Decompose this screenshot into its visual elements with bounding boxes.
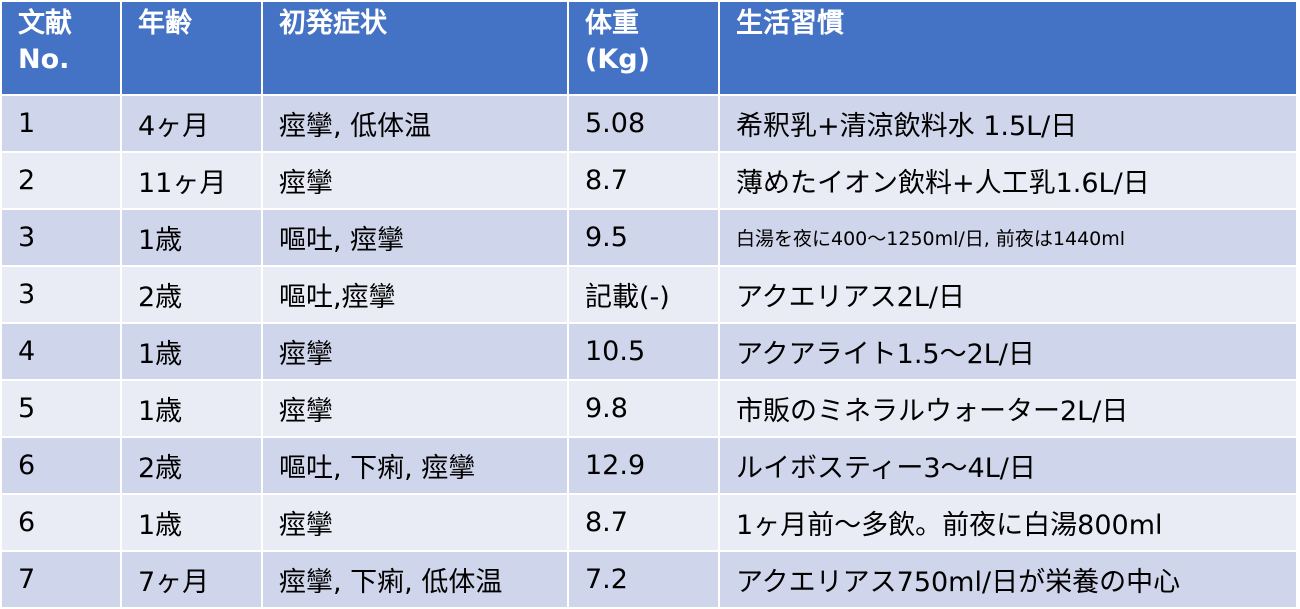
header-initial-symptoms: 初発症状 bbox=[261, 0, 569, 96]
cell-symptoms: 嘔吐, 痙攣 bbox=[261, 208, 569, 267]
cell-age: 11ヶ月 bbox=[120, 151, 263, 210]
header-text: 体重 bbox=[585, 8, 639, 39]
cell-symptoms: 痙攣 bbox=[261, 322, 569, 381]
cell-ref-no: 7 bbox=[0, 550, 122, 609]
cell-lifestyle: アクエリアス2L/日 bbox=[718, 265, 1298, 324]
table-row: 6 1歳 痙攣 8.7 1ヶ月前～多飲。前夜に白湯800ml bbox=[0, 493, 1298, 552]
cell-symptoms: 嘔吐, 下痢, 痙攣 bbox=[261, 436, 569, 495]
table-row: 3 2歳 嘔吐,痙攣 記載(-) アクエリアス2L/日 bbox=[0, 265, 1298, 324]
cell-lifestyle: アクエリアス750ml/日が栄養の中心 bbox=[718, 550, 1298, 609]
cell-weight: 9.5 bbox=[567, 208, 720, 267]
cell-symptoms: 痙攣, 低体温 bbox=[261, 94, 569, 153]
cell-weight: 8.7 bbox=[567, 151, 720, 210]
header-text: 初発症状 bbox=[279, 8, 387, 39]
cell-lifestyle: 薄めたイオン飲料+人工乳1.6L/日 bbox=[718, 151, 1298, 210]
cell-ref-no: 1 bbox=[0, 94, 122, 153]
header-text: 生活習慣 bbox=[736, 8, 844, 39]
cell-lifestyle: 市販のミネラルウォーター2L/日 bbox=[718, 379, 1298, 438]
table-row: 6 2歳 嘔吐, 下痢, 痙攣 12.9 ルイボスティー3～4L/日 bbox=[0, 436, 1298, 495]
table-row: 2 11ヶ月 痙攣 8.7 薄めたイオン飲料+人工乳1.6L/日 bbox=[0, 151, 1298, 210]
cell-age: 1歳 bbox=[120, 379, 263, 438]
header-weight: 体重 (Kg) bbox=[567, 0, 720, 96]
cell-symptoms: 痙攣 bbox=[261, 151, 569, 210]
cell-weight: 12.9 bbox=[567, 436, 720, 495]
cell-weight: 9.8 bbox=[567, 379, 720, 438]
cell-ref-no: 2 bbox=[0, 151, 122, 210]
cell-lifestyle: 1ヶ月前～多飲。前夜に白湯800ml bbox=[718, 493, 1298, 552]
cell-symptoms: 嘔吐,痙攣 bbox=[261, 265, 569, 324]
cell-age: 4ヶ月 bbox=[120, 94, 263, 153]
cell-age: 1歳 bbox=[120, 322, 263, 381]
header-text: No. bbox=[18, 44, 70, 75]
header-lifestyle: 生活習慣 bbox=[718, 0, 1298, 96]
header-text: (Kg) bbox=[585, 44, 650, 75]
cell-symptoms: 痙攣 bbox=[261, 493, 569, 552]
table-row: 4 1歳 痙攣 10.5 アクアライト1.5～2L/日 bbox=[0, 322, 1298, 381]
cell-age: 1歳 bbox=[120, 493, 263, 552]
cell-symptoms: 痙攣, 下痢, 低体温 bbox=[261, 550, 569, 609]
header-text: 文献 bbox=[18, 8, 72, 39]
cell-age: 2歳 bbox=[120, 436, 263, 495]
header-age: 年齢 bbox=[120, 0, 263, 96]
cell-weight: 5.08 bbox=[567, 94, 720, 153]
cell-ref-no: 6 bbox=[0, 493, 122, 552]
cell-age: 1歳 bbox=[120, 208, 263, 267]
cell-ref-no: 3 bbox=[0, 265, 122, 324]
cell-weight: 10.5 bbox=[567, 322, 720, 381]
cell-ref-no: 4 bbox=[0, 322, 122, 381]
cell-age: 2歳 bbox=[120, 265, 263, 324]
cell-weight: 8.7 bbox=[567, 493, 720, 552]
cell-lifestyle: 希釈乳+清涼飲料水 1.5L/日 bbox=[718, 94, 1298, 153]
cell-symptoms: 痙攣 bbox=[261, 379, 569, 438]
table-row: 1 4ヶ月 痙攣, 低体温 5.08 希釈乳+清涼飲料水 1.5L/日 bbox=[0, 94, 1298, 153]
cell-age: 7ヶ月 bbox=[120, 550, 263, 609]
cell-lifestyle: 白湯を夜に400～1250ml/日, 前夜は1440ml bbox=[718, 208, 1298, 267]
table-row: 5 1歳 痙攣 9.8 市販のミネラルウォーター2L/日 bbox=[0, 379, 1298, 438]
header-text: 年齢 bbox=[138, 8, 192, 39]
cell-ref-no: 5 bbox=[0, 379, 122, 438]
table-header-row: 文献 No. 年齢 初発症状 体重 (Kg) 生活習慣 bbox=[0, 0, 1298, 96]
cell-weight: 7.2 bbox=[567, 550, 720, 609]
cell-ref-no: 3 bbox=[0, 208, 122, 267]
table-row: 3 1歳 嘔吐, 痙攣 9.5 白湯を夜に400～1250ml/日, 前夜は14… bbox=[0, 208, 1298, 267]
table-row: 7 7ヶ月 痙攣, 下痢, 低体温 7.2 アクエリアス750ml/日が栄養の中… bbox=[0, 550, 1298, 609]
cell-lifestyle: ルイボスティー3～4L/日 bbox=[718, 436, 1298, 495]
cell-lifestyle: アクアライト1.5～2L/日 bbox=[718, 322, 1298, 381]
cell-weight: 記載(-) bbox=[567, 265, 720, 324]
header-ref-no: 文献 No. bbox=[0, 0, 122, 96]
cell-ref-no: 6 bbox=[0, 436, 122, 495]
